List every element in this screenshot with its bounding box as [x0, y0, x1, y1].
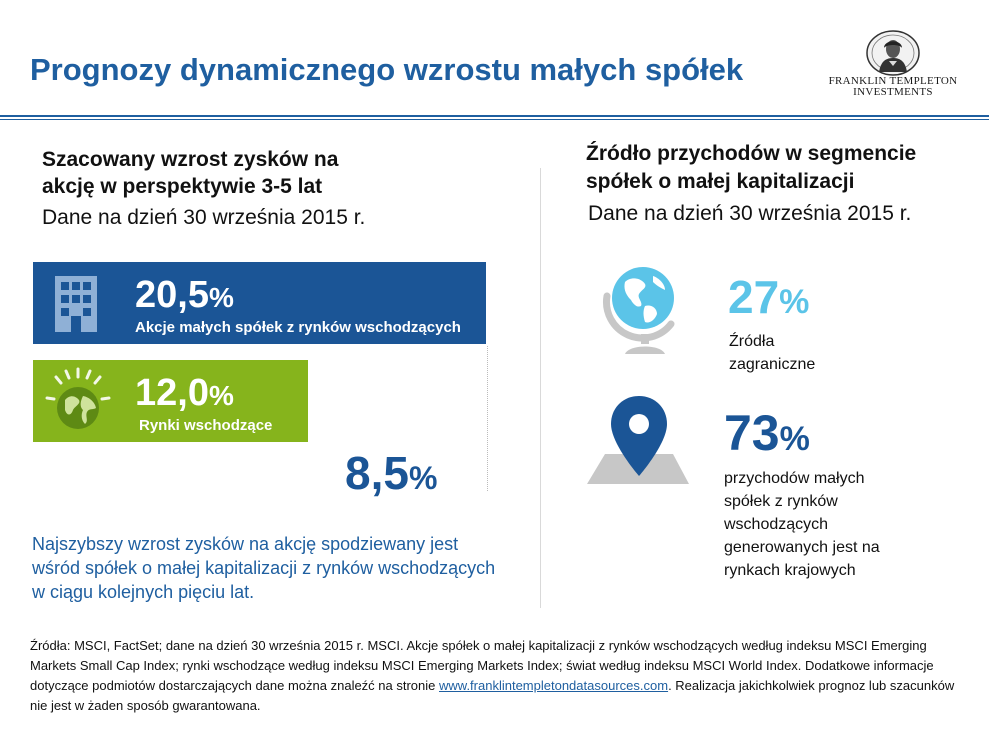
left-date: Dane na dzień 30 września 2015 r. — [42, 206, 366, 229]
bar2-value-unit: % — [208, 380, 234, 411]
header-rule-thick — [0, 115, 989, 117]
left-heading-line2: akcję w perspektywie 3-5 lat — [42, 175, 323, 198]
globe-icon — [45, 367, 111, 429]
right-item1-line2: zagraniczne — [729, 356, 816, 373]
header-rule-thin — [0, 119, 989, 120]
bar2-value: 12,0% — [135, 372, 234, 415]
right-heading-line1: Źródło przychodów w segmencie — [586, 142, 917, 165]
left-heading-line1: Szacowany wzrost zysków na — [42, 148, 339, 171]
globe-stand-icon — [603, 267, 675, 354]
right-item2-line3: wschodzących — [724, 516, 829, 533]
right-date: Dane na dzień 30 września 2015 r. — [588, 202, 912, 225]
footer-sources: Źródła: MSCI, FactSet; dane na dzień 30 … — [30, 636, 960, 716]
page-title: Prognozy dynamicznego wzrostu małych spó… — [30, 52, 744, 87]
bar3-value: 8,5% — [345, 446, 437, 500]
footer-text-after: . Realizacja jakichkolwiek prognoz lub s… — [30, 678, 955, 713]
footer-text-before: Źródła: MSCI, FactSet; dane na dzień 30 … — [30, 638, 934, 693]
bar2-label: Rynki wschodzące — [139, 417, 273, 434]
right-item2-line1: przychodów małych — [724, 470, 865, 487]
right-item2-value-unit: % — [779, 420, 810, 458]
column-divider — [540, 168, 541, 608]
right-item2-value: 73% — [724, 404, 810, 462]
right-item1-value-unit: % — [779, 283, 810, 321]
building-icon — [55, 276, 97, 332]
bar3-value-number: 8,5 — [345, 447, 409, 499]
franklin-portrait-icon — [866, 30, 920, 76]
right-item1-value-number: 27 — [728, 271, 780, 323]
left-heading: Szacowany wzrost zysków na akcję w persp… — [42, 146, 338, 200]
right-item2-line2: spółek z rynków — [724, 493, 838, 510]
bar-emerging-markets: 12,0% Rynki wschodzące — [33, 360, 308, 442]
bar1-label: Akcje małych spółek z rynków wschodzącyc… — [135, 319, 461, 336]
bar3-value-unit: % — [408, 460, 438, 496]
franklin-templeton-logo: FRANKLIN TEMPLETON INVESTMENTS — [818, 30, 968, 102]
logo-text-line2: INVESTMENTS — [853, 86, 933, 98]
right-item1-line1: Źródła — [729, 333, 775, 350]
bar1-value: 20,5% — [135, 274, 234, 317]
datasources-link[interactable]: www.franklintempletondatasources.com — [439, 678, 669, 693]
right-item1-value: 27% — [728, 270, 809, 324]
bar-emerging-small-cap: 20,5% Akcje małych spółek z rynków wscho… — [33, 262, 486, 344]
right-item2-line4: generowanych jest na — [724, 539, 880, 556]
right-heading: Źródło przychodów w segmencie spółek o m… — [586, 140, 916, 196]
left-note: Najszybszy wzrost zysków na akcję spodzi… — [32, 534, 496, 602]
logo-text-line1: FRANKLIN TEMPLETON — [828, 75, 958, 87]
map-pin-icon — [587, 396, 689, 484]
right-item2-value-number: 73 — [724, 405, 780, 461]
bar2-value-number: 12,0 — [135, 372, 209, 414]
dotted-guide-line — [487, 346, 488, 491]
right-item2-label: przychodów małych spółek z rynków wschod… — [724, 467, 880, 582]
bar1-value-unit: % — [208, 282, 234, 313]
right-heading-line2: spółek o małej kapitalizacji — [586, 170, 855, 193]
bar1-value-number: 20,5 — [135, 274, 209, 316]
right-item1-label: Źródła zagraniczne — [729, 330, 815, 376]
right-item2-line5: rynkach krajowych — [724, 562, 856, 579]
